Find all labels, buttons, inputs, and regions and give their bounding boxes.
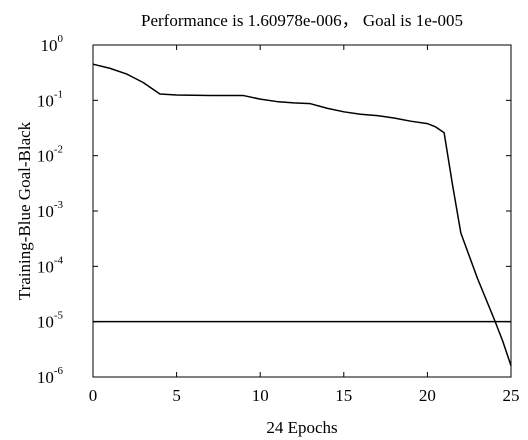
x-axis-label: 24 Epochs	[266, 418, 337, 437]
y-tick-label: 10-2	[37, 144, 63, 166]
y-tick-base: 10	[37, 257, 54, 276]
plot-area	[92, 44, 512, 378]
y-tick-label: 10-6	[37, 365, 64, 387]
y-tick-base: 10	[37, 202, 54, 221]
x-tick-label: 0	[89, 386, 98, 405]
y-tick-exponent: -1	[54, 88, 63, 100]
x-tick-label: 5	[172, 386, 181, 405]
y-tick-exponent: -6	[54, 365, 64, 377]
series-layer	[92, 63, 512, 366]
training-line	[92, 63, 512, 366]
y-tick-label: 10-1	[37, 88, 63, 110]
y-tick-label: 10-4	[37, 254, 64, 276]
y-tick-base: 10	[37, 368, 54, 387]
y-tick-label: 100	[41, 33, 64, 55]
y-tick-base: 10	[37, 91, 54, 110]
y-tick-label: 10-5	[37, 310, 64, 332]
chart-title: Performance is 1.60978e-006， Goal is 1e-…	[141, 11, 463, 30]
x-tick-label: 15	[335, 386, 352, 405]
y-tick-base: 10	[37, 313, 54, 332]
y-tick-exponent: 0	[58, 33, 64, 45]
y-tick-exponent: -3	[54, 199, 64, 211]
y-tick-label: 10-3	[37, 199, 64, 221]
x-tick-label: 10	[252, 386, 269, 405]
y-tick-exponent: -5	[54, 310, 64, 322]
x-tick-label: 20	[419, 386, 436, 405]
x-tick-label: 25	[503, 386, 520, 405]
y-tick-base: 10	[41, 36, 58, 55]
y-tick-exponent: -4	[54, 254, 64, 266]
y-axis-label: Training-Blue Goal-Black	[15, 121, 34, 300]
y-tick-base: 10	[37, 147, 54, 166]
y-tick-exponent: -2	[54, 144, 63, 156]
